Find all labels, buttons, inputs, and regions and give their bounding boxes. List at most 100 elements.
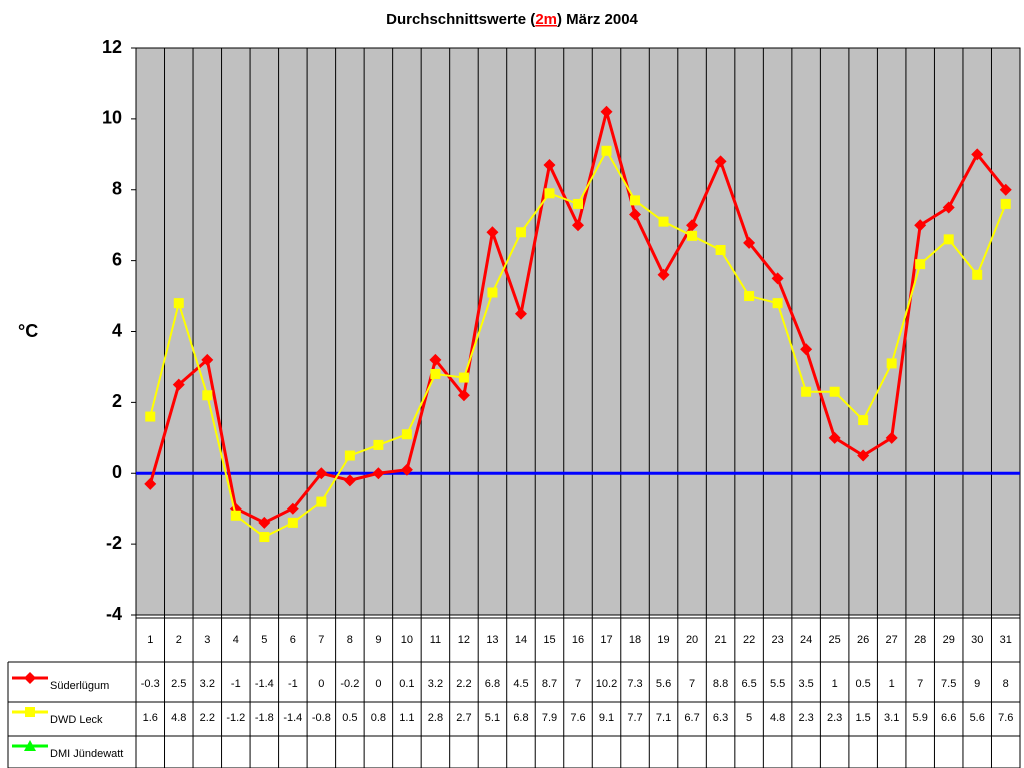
table-value: 6.5 xyxy=(741,678,756,690)
marker xyxy=(258,516,271,529)
y-axis-label: °C xyxy=(18,321,38,341)
table-value: 4.8 xyxy=(770,712,785,724)
marker xyxy=(372,467,385,480)
x-tick-label: 12 xyxy=(458,634,470,646)
marker xyxy=(201,353,214,366)
marker xyxy=(172,378,185,391)
marker xyxy=(972,269,983,280)
table-value: -0.8 xyxy=(312,712,331,724)
table-value: 9.1 xyxy=(599,712,614,724)
marker xyxy=(144,477,157,490)
legend-label: Süderlügum xyxy=(50,680,109,692)
marker xyxy=(943,234,954,245)
x-tick-label: 4 xyxy=(233,634,239,646)
marker xyxy=(515,227,526,238)
marker xyxy=(629,208,642,221)
marker xyxy=(487,287,498,298)
x-tick-label: 5 xyxy=(261,634,267,646)
table-value: 5.1 xyxy=(485,712,500,724)
table-value: 3.1 xyxy=(884,712,899,724)
marker xyxy=(857,449,870,462)
marker xyxy=(573,198,583,209)
marker xyxy=(315,467,328,480)
marker xyxy=(572,219,584,232)
table-value: 8.7 xyxy=(542,678,557,690)
table-value: 3.2 xyxy=(200,678,215,690)
table-value: 8 xyxy=(1003,678,1009,690)
table-value: 1.1 xyxy=(399,712,414,724)
marker xyxy=(230,510,241,521)
marker xyxy=(486,226,499,239)
marker xyxy=(744,291,755,302)
marker xyxy=(145,411,156,422)
y-tick-label: 4 xyxy=(112,320,122,340)
marker xyxy=(600,105,613,118)
marker xyxy=(343,474,356,487)
marker xyxy=(914,219,927,232)
table-value: 5.5 xyxy=(770,678,785,690)
marker xyxy=(400,463,413,476)
x-tick-label: 21 xyxy=(714,634,726,646)
marker xyxy=(286,502,299,515)
marker xyxy=(543,158,556,171)
x-tick-label: 31 xyxy=(1000,634,1012,646)
x-tick-label: 6 xyxy=(290,634,296,646)
table-value: 2.2 xyxy=(200,712,215,724)
table-value: -1.2 xyxy=(226,712,245,724)
table-value: 2.3 xyxy=(827,712,842,724)
table-value: 2.7 xyxy=(456,712,471,724)
marker xyxy=(687,230,698,241)
x-tick-label: 13 xyxy=(486,634,498,646)
y-tick-label: -2 xyxy=(106,533,122,553)
x-tick-label: 28 xyxy=(914,634,926,646)
x-tick-label: 2 xyxy=(176,634,182,646)
marker xyxy=(457,389,470,402)
marker xyxy=(173,298,184,309)
marker xyxy=(828,431,841,444)
title-part: Durchschnittswerte ( xyxy=(386,11,535,28)
x-tick-label: 30 xyxy=(971,634,983,646)
table-value: 2.2 xyxy=(456,678,471,690)
x-tick-label: 3 xyxy=(204,634,210,646)
marker xyxy=(316,496,327,507)
marker xyxy=(686,219,699,232)
table-value: 7.9 xyxy=(542,712,557,724)
marker xyxy=(999,183,1012,196)
marker xyxy=(430,369,441,380)
marker xyxy=(801,386,812,397)
table-value: 7 xyxy=(689,678,695,690)
table-value: -0.3 xyxy=(141,678,160,690)
table-value: -0.2 xyxy=(340,678,359,690)
y-tick-label: 8 xyxy=(112,179,122,199)
x-tick-label: 11 xyxy=(430,634,441,646)
table-value: 5 xyxy=(746,712,752,724)
table-value: 2.8 xyxy=(428,712,443,724)
marker xyxy=(658,216,669,227)
table-value: 10.2 xyxy=(596,678,617,690)
x-tick-label: 27 xyxy=(886,634,898,646)
table-value: 9 xyxy=(974,678,980,690)
x-tick-label: 25 xyxy=(829,634,841,646)
table-value: 6.6 xyxy=(941,712,956,724)
marker xyxy=(202,390,213,401)
marker xyxy=(630,195,641,206)
x-tick-label: 23 xyxy=(771,634,783,646)
table-value: 3.2 xyxy=(428,678,443,690)
legend-label: DMI Jündewatt xyxy=(50,748,123,760)
table-value: 7.3 xyxy=(627,678,642,690)
marker xyxy=(601,145,612,156)
legend-label: DWD Leck xyxy=(50,714,103,726)
legend-marker xyxy=(25,707,35,717)
table-value: 8.8 xyxy=(713,678,728,690)
y-tick-label: 2 xyxy=(112,391,122,411)
marker xyxy=(800,343,813,356)
marker xyxy=(858,415,869,426)
x-tick-label: 22 xyxy=(743,634,755,646)
marker xyxy=(772,298,783,309)
x-tick-label: 15 xyxy=(543,634,555,646)
marker xyxy=(373,439,384,450)
marker xyxy=(344,450,355,461)
plot-area xyxy=(135,47,1021,616)
marker xyxy=(259,532,270,543)
table-value: 1 xyxy=(832,678,838,690)
